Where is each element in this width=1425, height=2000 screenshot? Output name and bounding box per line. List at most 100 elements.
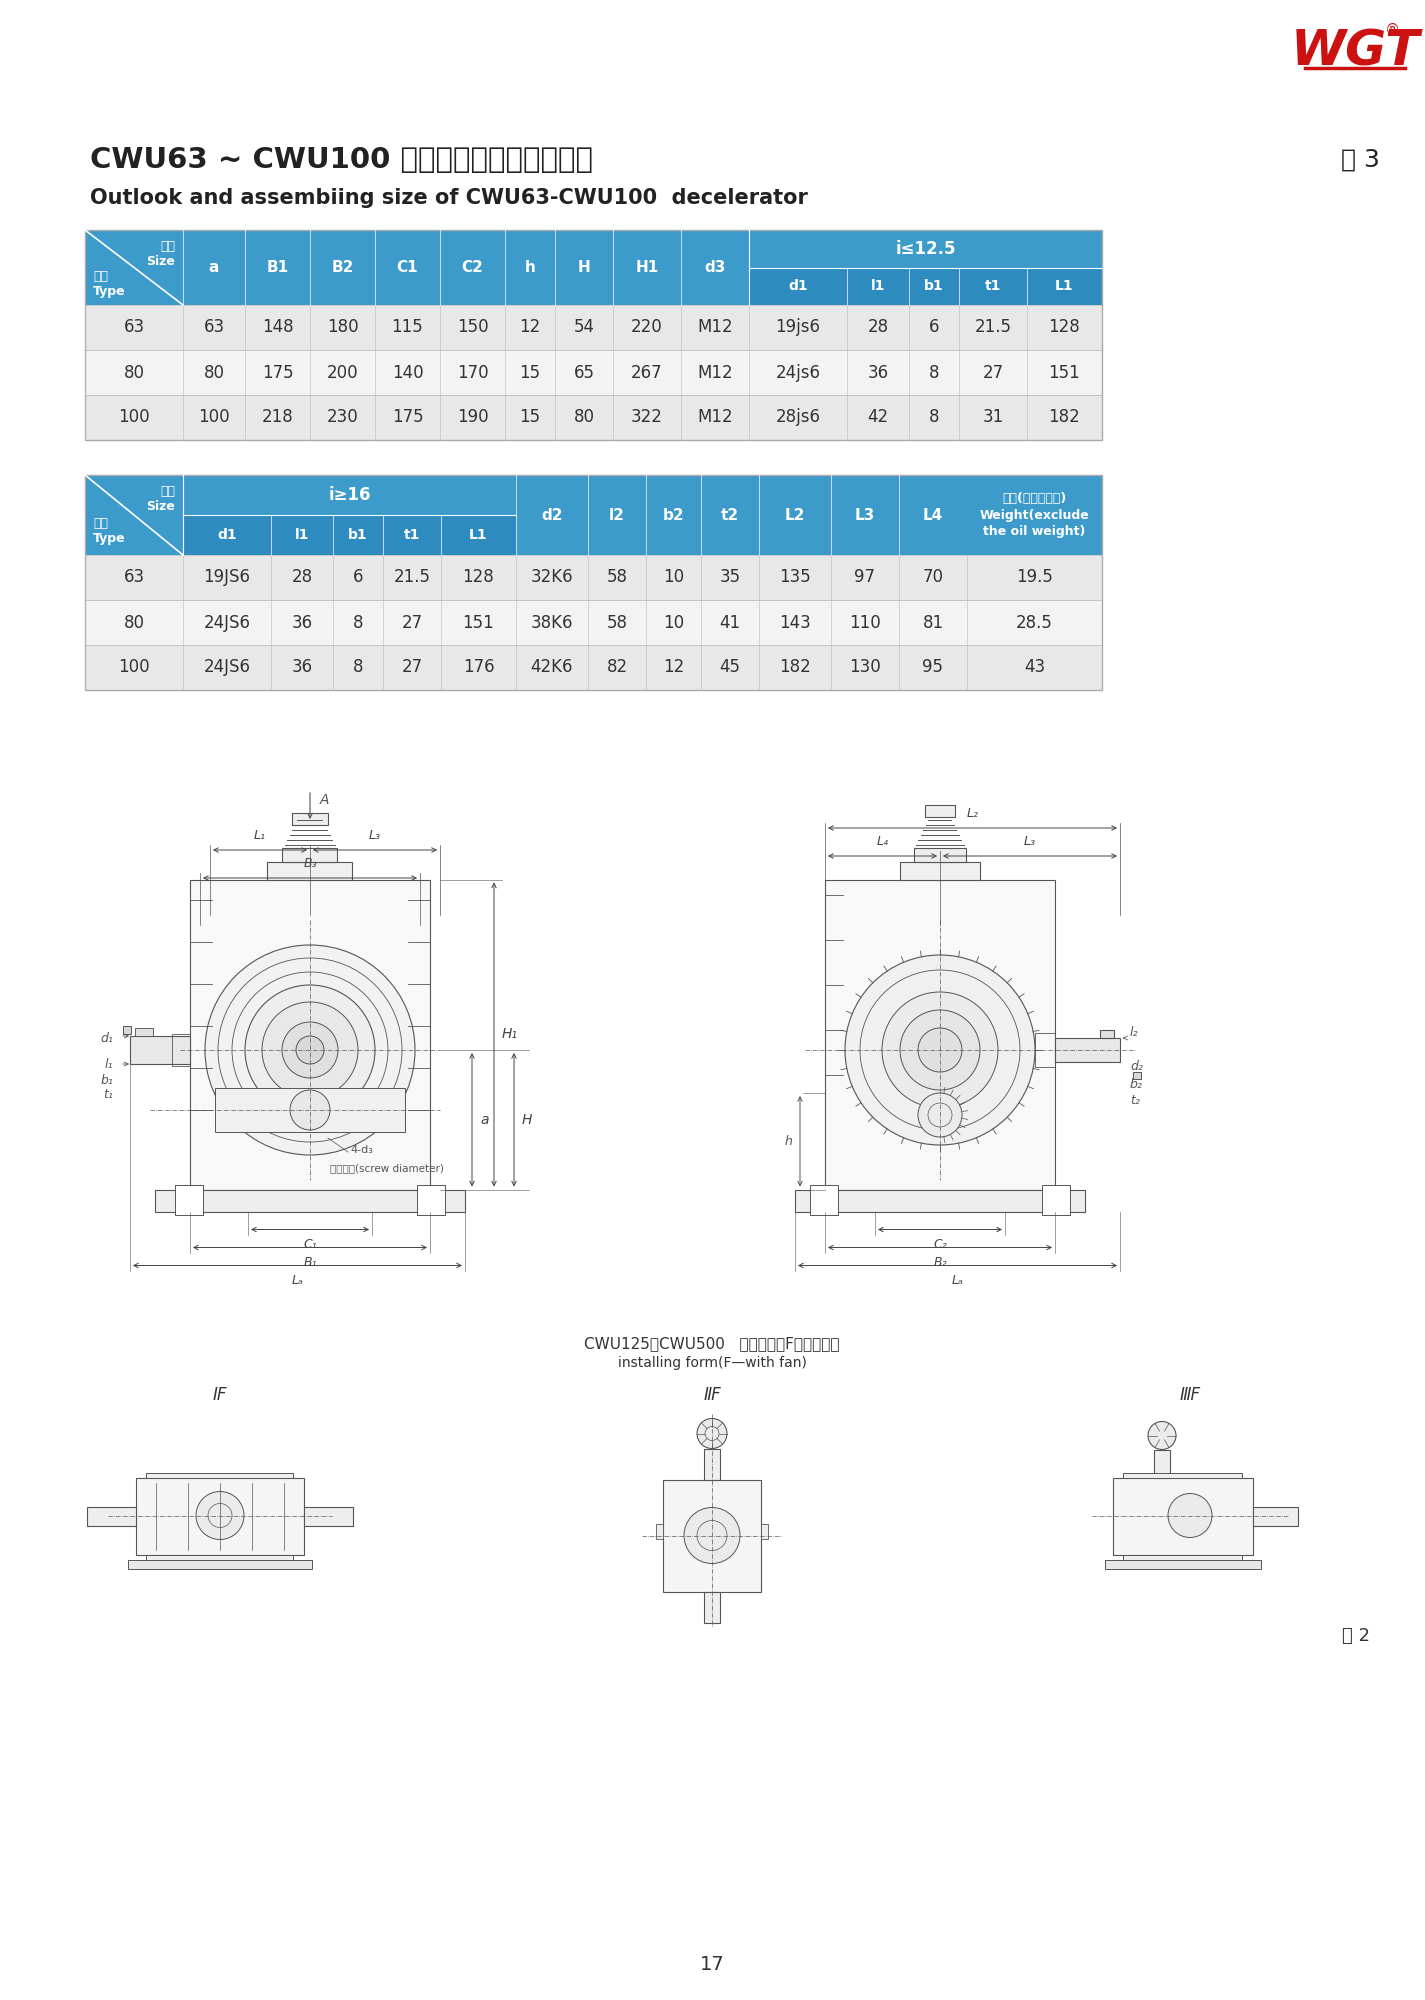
Text: 型号: 型号: [93, 516, 108, 530]
Text: 110: 110: [849, 614, 881, 632]
Bar: [1042, 1184, 1070, 1214]
Text: 41: 41: [720, 614, 741, 632]
Bar: [1154, 1450, 1170, 1478]
Text: 175: 175: [262, 364, 294, 382]
Text: M12: M12: [697, 408, 732, 426]
Text: 58: 58: [607, 614, 627, 632]
Bar: [825, 880, 1054, 1190]
Text: A: A: [321, 792, 329, 806]
Text: 表 3: 表 3: [1341, 148, 1379, 172]
Text: 130: 130: [849, 658, 881, 676]
Bar: [913, 848, 966, 862]
Text: 170: 170: [456, 364, 489, 382]
Text: 24js6: 24js6: [775, 364, 821, 382]
Bar: [215, 1088, 405, 1132]
Text: 97: 97: [855, 568, 875, 586]
Text: 82: 82: [607, 658, 627, 676]
Text: 58: 58: [607, 568, 627, 586]
Bar: [135, 1478, 304, 1554]
Text: Size: Size: [147, 254, 175, 268]
Text: t1: t1: [403, 528, 420, 542]
Text: b₁: b₁: [100, 1074, 113, 1086]
Text: 45: 45: [720, 658, 741, 676]
Text: 15: 15: [520, 364, 540, 382]
Text: 28: 28: [868, 318, 889, 336]
Text: 182: 182: [1049, 408, 1080, 426]
Bar: [333, 514, 383, 554]
Circle shape: [918, 1028, 962, 1072]
Text: CWU63 ~ CWU100 型减速器外形及安装尺寸: CWU63 ~ CWU100 型减速器外形及安装尺寸: [90, 146, 593, 174]
Text: 21.5: 21.5: [975, 318, 1012, 336]
Bar: [1035, 1032, 1054, 1068]
Text: L₄: L₄: [876, 836, 889, 848]
Text: 95: 95: [922, 658, 943, 676]
Text: t₁: t₁: [103, 1088, 113, 1102]
Text: H: H: [577, 260, 590, 274]
Bar: [145, 1554, 294, 1560]
Bar: [761, 1524, 768, 1538]
Text: L₃: L₃: [369, 828, 380, 842]
Bar: [86, 230, 1102, 440]
Bar: [86, 600, 1102, 644]
Text: 43: 43: [1025, 658, 1045, 676]
Bar: [704, 1592, 720, 1622]
Text: 35: 35: [720, 568, 741, 586]
Text: 150: 150: [456, 318, 489, 336]
Text: 100: 100: [198, 408, 229, 426]
Text: 190: 190: [456, 408, 489, 426]
Text: 28.5: 28.5: [1016, 614, 1053, 632]
Bar: [901, 862, 980, 880]
Circle shape: [197, 1492, 244, 1540]
Text: 81: 81: [922, 614, 943, 632]
Text: a: a: [480, 1112, 489, 1126]
Circle shape: [282, 1022, 338, 1078]
Text: L₁: L₁: [254, 828, 266, 842]
Bar: [86, 396, 1102, 440]
Text: 54: 54: [573, 318, 594, 336]
Text: t₂: t₂: [1130, 1094, 1140, 1106]
Text: 100: 100: [118, 658, 150, 676]
Bar: [145, 1472, 294, 1478]
Bar: [128, 1560, 312, 1568]
Circle shape: [918, 1092, 962, 1136]
Text: 65: 65: [573, 364, 594, 382]
Bar: [172, 1034, 190, 1066]
Text: B2: B2: [331, 260, 353, 274]
Text: 36: 36: [868, 364, 889, 382]
Text: C₁: C₁: [304, 1238, 316, 1250]
Text: B₁: B₁: [304, 1256, 316, 1268]
Bar: [86, 474, 1102, 690]
Bar: [656, 1524, 663, 1538]
Bar: [1100, 1030, 1114, 1038]
Text: 21.5: 21.5: [393, 568, 430, 586]
Text: 140: 140: [392, 364, 423, 382]
Text: B₂: B₂: [933, 1256, 946, 1268]
Bar: [130, 1036, 190, 1064]
Text: 重量(不包括油重)
Weight(exclude
the oil weight): 重量(不包括油重) Weight(exclude the oil weight): [979, 492, 1089, 538]
Text: 12: 12: [663, 658, 684, 676]
Text: 27: 27: [402, 614, 423, 632]
Bar: [795, 1190, 1084, 1212]
Text: ⅡF: ⅡF: [703, 1386, 721, 1404]
Text: ⅠF: ⅠF: [212, 1386, 227, 1404]
Text: installing form(F—with fan): installing form(F—with fan): [617, 1356, 807, 1370]
Bar: [809, 1184, 838, 1214]
Text: L1: L1: [1054, 280, 1074, 294]
Text: B1: B1: [266, 260, 288, 274]
Text: 230: 230: [326, 408, 358, 426]
Text: 128: 128: [463, 568, 494, 586]
Text: 19js6: 19js6: [775, 318, 821, 336]
Bar: [135, 1028, 152, 1036]
Text: 151: 151: [463, 614, 494, 632]
Text: 10: 10: [663, 568, 684, 586]
Circle shape: [684, 1508, 740, 1564]
Text: 28js6: 28js6: [775, 408, 821, 426]
Circle shape: [901, 1010, 980, 1090]
Text: h: h: [784, 1134, 792, 1148]
Circle shape: [697, 1418, 727, 1448]
Bar: [123, 1026, 131, 1034]
Bar: [282, 848, 338, 862]
Text: 128: 128: [1049, 318, 1080, 336]
Text: 220: 220: [631, 318, 663, 336]
Circle shape: [845, 956, 1035, 1144]
